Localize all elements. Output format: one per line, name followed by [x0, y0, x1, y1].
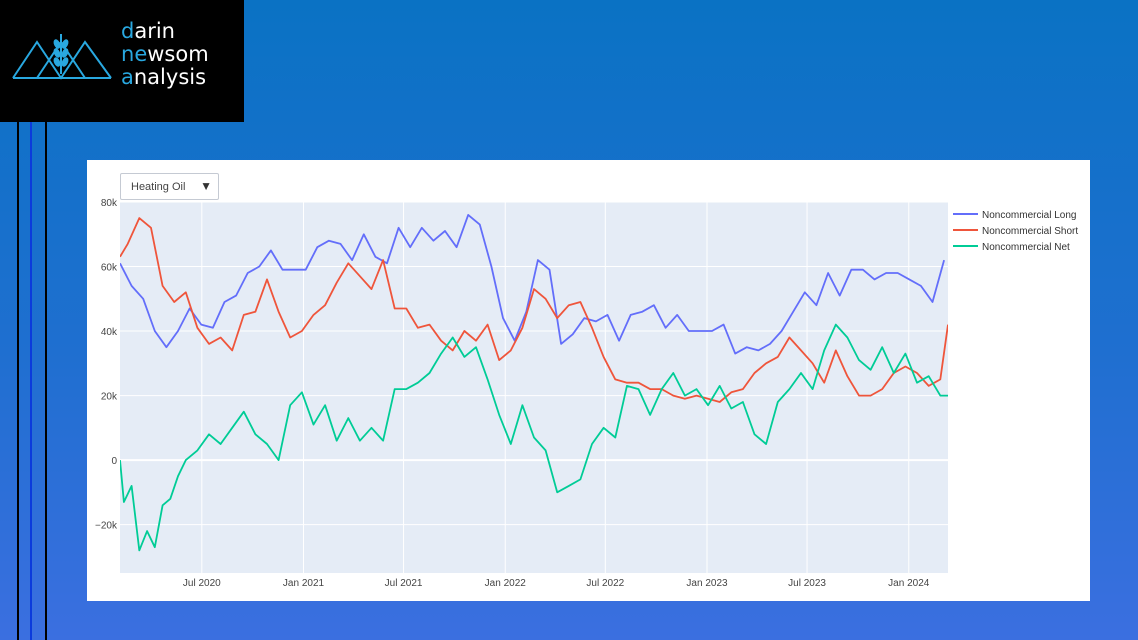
legend-label: Noncommercial Short	[982, 226, 1078, 237]
logo-wordmark: darin newsom analysis	[121, 20, 209, 89]
series-line-noncommercial-short	[120, 217, 948, 403]
logo-line-3: analysis	[121, 65, 207, 89]
x-tick-label: Jul 2022	[586, 578, 624, 589]
chart-card: −20k 0 20k 40k 60k 80k Jul 2020 Jan 2021 Jul 202…	[87, 160, 1090, 601]
decor-line-black-1	[17, 122, 19, 640]
x-tick-label: Jan 2022	[485, 578, 527, 589]
y-tick-label: −20k	[95, 521, 118, 532]
line-chart: −20k 0 20k 40k 60k 80k Jul 2020 Jan 2021 Jul 202…	[95, 198, 1078, 589]
x-tick-label: Jan 2023	[686, 578, 728, 589]
series-line-noncommercial-long	[120, 214, 945, 355]
y-tick-label: 80k	[101, 198, 118, 209]
x-tick-label: Jul 2020	[183, 578, 221, 589]
decor-line-black-2	[45, 122, 47, 640]
decor-line-blue	[30, 122, 32, 640]
y-tick-label: 60k	[101, 263, 118, 274]
y-tick-label: 40k	[101, 327, 118, 338]
legend-label: Noncommercial Net	[982, 242, 1070, 253]
plot-area	[120, 202, 948, 573]
dropdown-selected-label: Heating Oil	[131, 181, 186, 193]
legend-label: Noncommercial Long	[982, 210, 1077, 221]
y-tick-label: 0	[111, 456, 117, 467]
commodity-dropdown[interactable]: Heating Oil ▼	[120, 173, 219, 200]
mountains-wheat-icon	[12, 34, 112, 80]
triangle-down-icon: ▼	[200, 179, 212, 193]
y-tick-label: 20k	[101, 392, 118, 403]
x-tick-label: Jan 2024	[888, 578, 930, 589]
logo-line-2: newsom	[121, 42, 209, 66]
x-tick-label: Jan 2021	[283, 578, 325, 589]
x-tick-label: Jul 2023	[788, 578, 826, 589]
series-line-noncommercial-net	[120, 323, 948, 552]
logo: darin newsom analysis	[0, 0, 244, 122]
x-tick-label: Jul 2021	[385, 578, 423, 589]
logo-line-1: darin	[121, 19, 175, 43]
